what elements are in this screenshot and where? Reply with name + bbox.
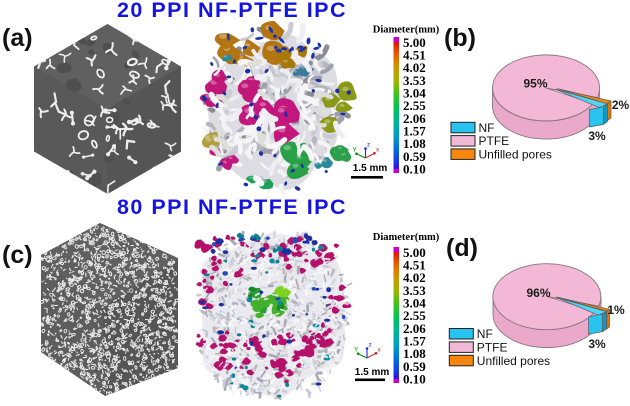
svg-text:4.02: 4.02 (403, 270, 426, 285)
svg-text:1.5 mm: 1.5 mm (353, 163, 388, 174)
svg-text:0.59: 0.59 (403, 149, 426, 164)
svg-text:1.57: 1.57 (403, 123, 426, 138)
svg-text:x: x (376, 147, 380, 154)
svg-text:96%: 96% (526, 286, 550, 300)
svg-text:z: z (369, 342, 372, 349)
svg-text:x: x (378, 347, 382, 354)
svg-text:(d): (d) (446, 234, 478, 262)
svg-text:Diameter(mm): Diameter(mm) (373, 25, 440, 36)
svg-text:1.5 mm: 1.5 mm (355, 367, 390, 378)
svg-text:Unfilled pores: Unfilled pores (479, 148, 552, 162)
svg-text:Diameter(mm): Diameter(mm) (373, 232, 440, 243)
svg-text:1%: 1% (607, 303, 625, 317)
svg-text:Unfilled pores: Unfilled pores (477, 354, 550, 368)
svg-text:5.00: 5.00 (403, 245, 426, 260)
svg-text:1.08: 1.08 (403, 346, 426, 361)
svg-text:1.57: 1.57 (403, 333, 426, 348)
svg-text:PTFE: PTFE (479, 134, 510, 148)
svg-text:3%: 3% (588, 129, 606, 143)
svg-text:3.04: 3.04 (403, 86, 426, 101)
svg-text:1.08: 1.08 (403, 136, 426, 151)
svg-text:80 PPI NF-PTFE IPC: 80 PPI NF-PTFE IPC (117, 195, 347, 219)
svg-text:95%: 95% (523, 77, 547, 91)
svg-text:Y: Y (354, 347, 359, 354)
svg-text:(a): (a) (2, 24, 33, 52)
svg-text:NF: NF (477, 327, 493, 341)
svg-text:2.55: 2.55 (403, 308, 426, 323)
svg-text:0.59: 0.59 (403, 359, 426, 374)
svg-text:Y: Y (353, 147, 358, 154)
svg-text:3%: 3% (588, 337, 606, 351)
svg-text:0.10: 0.10 (403, 371, 426, 386)
svg-text:3.53: 3.53 (403, 73, 426, 88)
svg-text:5.00: 5.00 (403, 35, 426, 50)
svg-text:4.02: 4.02 (403, 60, 426, 75)
svg-text:3.53: 3.53 (403, 283, 426, 298)
svg-text:2.06: 2.06 (403, 111, 426, 126)
svg-text:NF: NF (479, 121, 495, 135)
svg-text:2.06: 2.06 (403, 321, 426, 336)
svg-text:(c): (c) (2, 241, 33, 269)
svg-text:4.51: 4.51 (403, 48, 426, 63)
svg-text:0.10: 0.10 (403, 161, 426, 176)
svg-text:3.04: 3.04 (403, 296, 426, 311)
svg-text:2%: 2% (612, 98, 630, 112)
svg-text:PTFE: PTFE (477, 341, 508, 355)
svg-text:z: z (367, 142, 370, 149)
svg-text:20 PPI NF-PTFE IPC: 20 PPI NF-PTFE IPC (117, 0, 347, 22)
svg-text:(b): (b) (444, 24, 476, 52)
svg-text:4.51: 4.51 (403, 258, 426, 273)
svg-text:2.55: 2.55 (403, 98, 426, 113)
